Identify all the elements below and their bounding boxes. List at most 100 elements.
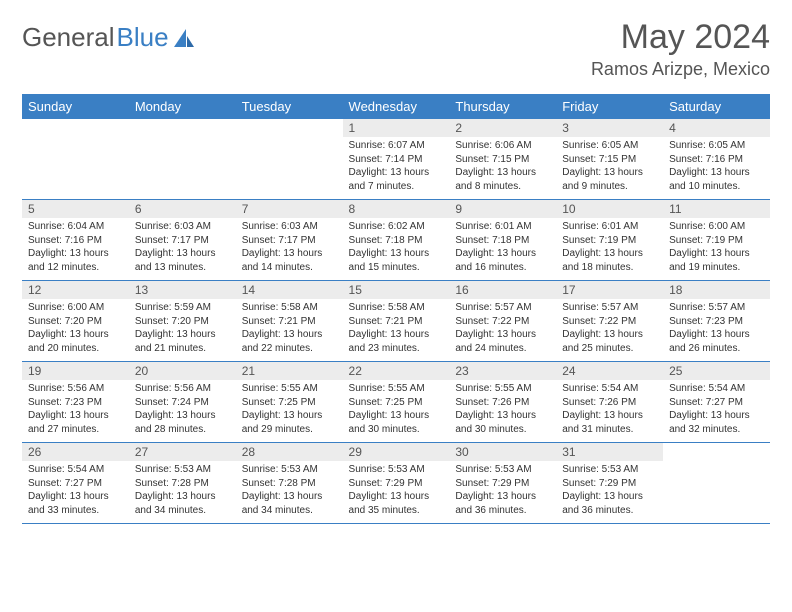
sunrise-text: Sunrise: 5:56 AM [135, 382, 230, 396]
day-number [22, 119, 129, 137]
location-text: Ramos Arizpe, Mexico [591, 59, 770, 80]
sunrise-text: Sunrise: 5:57 AM [669, 301, 764, 315]
day-detail: Sunrise: 5:57 AMSunset: 7:22 PMDaylight:… [556, 299, 663, 361]
sunrise-text: Sunrise: 5:58 AM [349, 301, 444, 315]
calendar-day-cell: 25Sunrise: 5:54 AMSunset: 7:27 PMDayligh… [663, 362, 770, 443]
daylight-text: Daylight: 13 hours and 7 minutes. [349, 166, 444, 193]
sunset-text: Sunset: 7:25 PM [349, 396, 444, 410]
calendar-day-cell: 1Sunrise: 6:07 AMSunset: 7:14 PMDaylight… [343, 119, 450, 200]
sunrise-text: Sunrise: 6:01 AM [562, 220, 657, 234]
sunset-text: Sunset: 7:22 PM [455, 315, 550, 329]
daylight-text: Daylight: 13 hours and 21 minutes. [135, 328, 230, 355]
day-detail: Sunrise: 5:54 AMSunset: 7:27 PMDaylight:… [22, 461, 129, 523]
calendar-day-cell: 29Sunrise: 5:53 AMSunset: 7:29 PMDayligh… [343, 443, 450, 524]
sunset-text: Sunset: 7:15 PM [455, 153, 550, 167]
day-detail: Sunrise: 6:00 AMSunset: 7:19 PMDaylight:… [663, 218, 770, 280]
sunrise-text: Sunrise: 5:54 AM [28, 463, 123, 477]
daylight-text: Daylight: 13 hours and 22 minutes. [242, 328, 337, 355]
day-number: 22 [343, 362, 450, 380]
weekday-header: Thursday [449, 94, 556, 119]
day-number: 21 [236, 362, 343, 380]
daylight-text: Daylight: 13 hours and 20 minutes. [28, 328, 123, 355]
month-title: May 2024 [591, 18, 770, 57]
sail-icon [173, 28, 195, 48]
sunset-text: Sunset: 7:22 PM [562, 315, 657, 329]
sunset-text: Sunset: 7:26 PM [455, 396, 550, 410]
calendar-day-cell: 15Sunrise: 5:58 AMSunset: 7:21 PMDayligh… [343, 281, 450, 362]
daylight-text: Daylight: 13 hours and 31 minutes. [562, 409, 657, 436]
day-number: 27 [129, 443, 236, 461]
day-number [129, 119, 236, 137]
calendar-day-cell [236, 119, 343, 200]
daylight-text: Daylight: 13 hours and 24 minutes. [455, 328, 550, 355]
sunset-text: Sunset: 7:14 PM [349, 153, 444, 167]
calendar-day-cell: 4Sunrise: 6:05 AMSunset: 7:16 PMDaylight… [663, 119, 770, 200]
weekday-header: Sunday [22, 94, 129, 119]
calendar-day-cell: 12Sunrise: 6:00 AMSunset: 7:20 PMDayligh… [22, 281, 129, 362]
calendar-day-cell [22, 119, 129, 200]
sunset-text: Sunset: 7:27 PM [669, 396, 764, 410]
calendar-day-cell: 19Sunrise: 5:56 AMSunset: 7:23 PMDayligh… [22, 362, 129, 443]
daylight-text: Daylight: 13 hours and 16 minutes. [455, 247, 550, 274]
daylight-text: Daylight: 13 hours and 26 minutes. [669, 328, 764, 355]
daylight-text: Daylight: 13 hours and 9 minutes. [562, 166, 657, 193]
daylight-text: Daylight: 13 hours and 28 minutes. [135, 409, 230, 436]
day-detail: Sunrise: 6:05 AMSunset: 7:15 PMDaylight:… [556, 137, 663, 199]
sunset-text: Sunset: 7:25 PM [242, 396, 337, 410]
day-number: 2 [449, 119, 556, 137]
daylight-text: Daylight: 13 hours and 14 minutes. [242, 247, 337, 274]
calendar-day-cell: 20Sunrise: 5:56 AMSunset: 7:24 PMDayligh… [129, 362, 236, 443]
day-detail: Sunrise: 6:06 AMSunset: 7:15 PMDaylight:… [449, 137, 556, 199]
weekday-header: Monday [129, 94, 236, 119]
day-detail: Sunrise: 6:04 AMSunset: 7:16 PMDaylight:… [22, 218, 129, 280]
day-detail: Sunrise: 6:03 AMSunset: 7:17 PMDaylight:… [236, 218, 343, 280]
sunrise-text: Sunrise: 5:59 AM [135, 301, 230, 315]
daylight-text: Daylight: 13 hours and 30 minutes. [455, 409, 550, 436]
sunrise-text: Sunrise: 5:54 AM [562, 382, 657, 396]
day-number: 20 [129, 362, 236, 380]
sunrise-text: Sunrise: 6:00 AM [669, 220, 764, 234]
day-detail: Sunrise: 5:58 AMSunset: 7:21 PMDaylight:… [236, 299, 343, 361]
weekday-header: Saturday [663, 94, 770, 119]
calendar-day-cell: 8Sunrise: 6:02 AMSunset: 7:18 PMDaylight… [343, 200, 450, 281]
calendar-day-cell: 27Sunrise: 5:53 AMSunset: 7:28 PMDayligh… [129, 443, 236, 524]
daylight-text: Daylight: 13 hours and 34 minutes. [242, 490, 337, 517]
sunrise-text: Sunrise: 5:55 AM [242, 382, 337, 396]
calendar-day-cell: 7Sunrise: 6:03 AMSunset: 7:17 PMDaylight… [236, 200, 343, 281]
day-detail: Sunrise: 5:56 AMSunset: 7:23 PMDaylight:… [22, 380, 129, 442]
daylight-text: Daylight: 13 hours and 19 minutes. [669, 247, 764, 274]
calendar-day-cell: 17Sunrise: 5:57 AMSunset: 7:22 PMDayligh… [556, 281, 663, 362]
daylight-text: Daylight: 13 hours and 32 minutes. [669, 409, 764, 436]
day-detail: Sunrise: 6:00 AMSunset: 7:20 PMDaylight:… [22, 299, 129, 361]
sunset-text: Sunset: 7:23 PM [28, 396, 123, 410]
day-number: 14 [236, 281, 343, 299]
sunrise-text: Sunrise: 5:53 AM [562, 463, 657, 477]
day-detail: Sunrise: 5:54 AMSunset: 7:26 PMDaylight:… [556, 380, 663, 442]
weekday-header: Tuesday [236, 94, 343, 119]
sunrise-text: Sunrise: 6:07 AM [349, 139, 444, 153]
calendar-day-cell: 24Sunrise: 5:54 AMSunset: 7:26 PMDayligh… [556, 362, 663, 443]
day-detail: Sunrise: 6:01 AMSunset: 7:19 PMDaylight:… [556, 218, 663, 280]
day-number: 30 [449, 443, 556, 461]
calendar-day-cell: 28Sunrise: 5:53 AMSunset: 7:28 PMDayligh… [236, 443, 343, 524]
sunset-text: Sunset: 7:16 PM [28, 234, 123, 248]
daylight-text: Daylight: 13 hours and 30 minutes. [349, 409, 444, 436]
sunset-text: Sunset: 7:23 PM [669, 315, 764, 329]
day-number: 31 [556, 443, 663, 461]
day-number: 6 [129, 200, 236, 218]
day-detail: Sunrise: 5:55 AMSunset: 7:26 PMDaylight:… [449, 380, 556, 442]
sunrise-text: Sunrise: 6:04 AM [28, 220, 123, 234]
sunset-text: Sunset: 7:15 PM [562, 153, 657, 167]
sunrise-text: Sunrise: 6:02 AM [349, 220, 444, 234]
sunrise-text: Sunrise: 6:05 AM [669, 139, 764, 153]
calendar-week-row: 12Sunrise: 6:00 AMSunset: 7:20 PMDayligh… [22, 281, 770, 362]
day-number: 5 [22, 200, 129, 218]
calendar-week-row: 26Sunrise: 5:54 AMSunset: 7:27 PMDayligh… [22, 443, 770, 524]
weekday-header: Wednesday [343, 94, 450, 119]
sunrise-text: Sunrise: 6:01 AM [455, 220, 550, 234]
sunset-text: Sunset: 7:19 PM [669, 234, 764, 248]
day-detail: Sunrise: 5:53 AMSunset: 7:29 PMDaylight:… [556, 461, 663, 523]
day-number: 28 [236, 443, 343, 461]
day-number: 24 [556, 362, 663, 380]
day-number: 10 [556, 200, 663, 218]
